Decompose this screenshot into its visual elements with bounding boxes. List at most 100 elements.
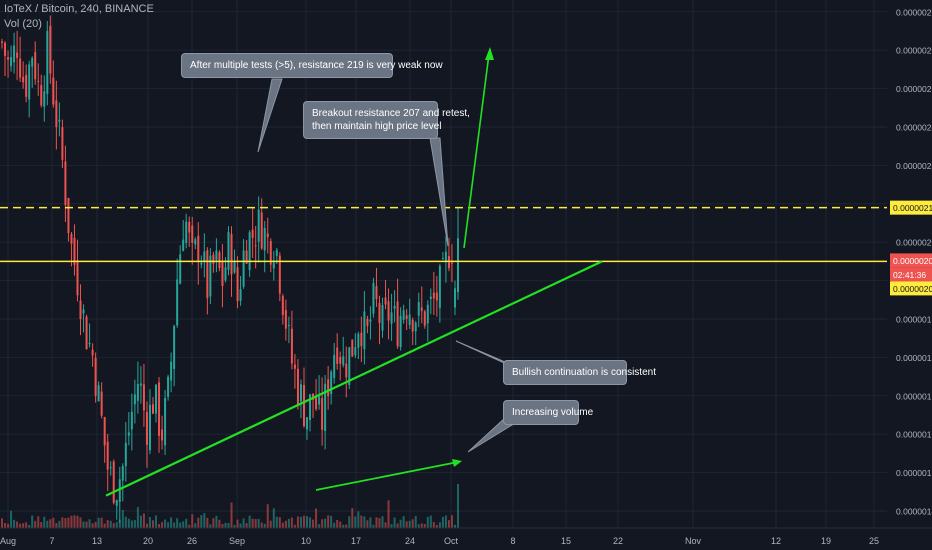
volume-bar [327, 515, 330, 528]
volume-bar [130, 520, 133, 528]
volume-bar [296, 516, 299, 528]
volume-bar [13, 519, 16, 528]
symbol-title: IoTeX / Bitcoin, 240, BINANCE [4, 3, 154, 15]
volume-bar [390, 524, 393, 528]
candle-body [203, 251, 206, 262]
time-tick-label: 7 [49, 536, 54, 546]
volume-bar [185, 518, 188, 528]
candle-body [88, 342, 91, 345]
volume-bar [25, 522, 28, 528]
volume-bars [1, 484, 459, 528]
callout-volume[interactable]: Increasing volume [503, 400, 594, 425]
volume-bar [67, 517, 70, 528]
volume-bar [342, 524, 345, 528]
volume-bar [139, 515, 142, 528]
time-tick-label: 13 [92, 536, 102, 546]
volume-bar [224, 522, 227, 528]
volume-bar [447, 520, 450, 528]
candle-body [411, 319, 414, 332]
horizontal-line-price-label-bg [890, 281, 932, 296]
candle-body [179, 254, 182, 284]
callout-breakout[interactable]: Breakout resistance 207 and retest, then… [303, 101, 470, 139]
candle-body [212, 254, 215, 264]
volume-bar [239, 523, 242, 528]
candle-body [290, 328, 293, 364]
candle-body [254, 245, 257, 247]
time-tick-label: 12 [771, 536, 781, 546]
candle-body [136, 383, 139, 401]
candle-body [429, 296, 432, 299]
volume-bar [348, 516, 351, 528]
volume-bar [339, 521, 342, 528]
volume-bar [429, 515, 432, 528]
volume-bar [330, 515, 333, 528]
candle-body [327, 379, 330, 397]
price-axis[interactable]: 0.00000140 0.00000150 0.00000160 0.00000170… [890, 7, 932, 517]
volume-bar [399, 519, 402, 528]
volume-bar [372, 524, 375, 528]
candle-body [348, 347, 351, 385]
current-price-label-bg [890, 253, 932, 268]
candle-body [115, 500, 118, 506]
volume-bar [441, 516, 444, 528]
callout-bullish[interactable]: Bullish continuation is consistent [503, 360, 656, 385]
volume-bar [378, 518, 381, 528]
volume-bar [275, 516, 278, 528]
volume-bar [405, 521, 408, 528]
volume-bar [28, 524, 31, 528]
volume-bar [457, 484, 459, 528]
volume-bar [363, 516, 366, 528]
volume-bar [227, 523, 230, 528]
volume-bar [414, 515, 417, 528]
volume-bar [248, 515, 251, 528]
candle-body [188, 221, 191, 233]
candle-body [239, 289, 242, 301]
candle-body [342, 356, 345, 366]
volume-indicator-label[interactable]: Vol (20) [4, 18, 42, 30]
volume-bar [233, 524, 236, 528]
volume-bar [417, 524, 420, 528]
candle-body [58, 119, 61, 122]
candle-body [260, 212, 263, 249]
candle-body [37, 80, 40, 82]
callout-text: Increasing volume [512, 407, 594, 418]
candle-body [272, 262, 275, 269]
candle-body [357, 333, 360, 348]
time-axis[interactable]: Aug 7 13 20 26 Sep 10 17 24 Oct 8 15 22 Nov 12 19 25 [0, 527, 932, 546]
volume-bar [94, 522, 97, 528]
callout-text: then maintain high price level [312, 121, 442, 132]
volume-bar [242, 518, 245, 528]
price-tick-label: 0.00000190 [896, 315, 932, 325]
price-tick-label: 0.00000180 [896, 353, 932, 363]
ascending-trend-line[interactable] [105, 260, 603, 497]
callout-text: After multiple tests (>5), resistance 21… [190, 60, 443, 71]
volume-bar [426, 516, 429, 528]
candle-body [381, 304, 384, 331]
candle-body [61, 127, 64, 160]
volume-trend-line[interactable] [315, 461, 459, 491]
callout-weak-resistance[interactable]: After multiple tests (>5), resistance 21… [181, 53, 443, 78]
volume-bar [203, 513, 206, 528]
price-tick-label: 0.00000260 [896, 46, 932, 56]
volume-bar [182, 521, 185, 528]
candle-body [457, 238, 459, 293]
time-tick-label: 19 [821, 536, 831, 546]
candle-body [278, 255, 281, 294]
projection-arrow-line[interactable] [463, 53, 490, 249]
volume-bar [22, 523, 25, 528]
candle-body [151, 404, 154, 414]
candle-body [139, 383, 142, 386]
volume-bar [321, 519, 324, 528]
volume-bar [260, 522, 263, 528]
volume-bar [112, 523, 115, 528]
volume-bar [161, 522, 164, 528]
candle-body [124, 442, 127, 467]
price-tick-label: 0.00000250 [896, 84, 932, 94]
candle-body [360, 332, 363, 347]
candle-body [248, 232, 251, 270]
volume-bar [450, 515, 453, 528]
volume-bar [100, 517, 103, 528]
candle-body [97, 385, 100, 402]
volume-bar [194, 523, 197, 528]
